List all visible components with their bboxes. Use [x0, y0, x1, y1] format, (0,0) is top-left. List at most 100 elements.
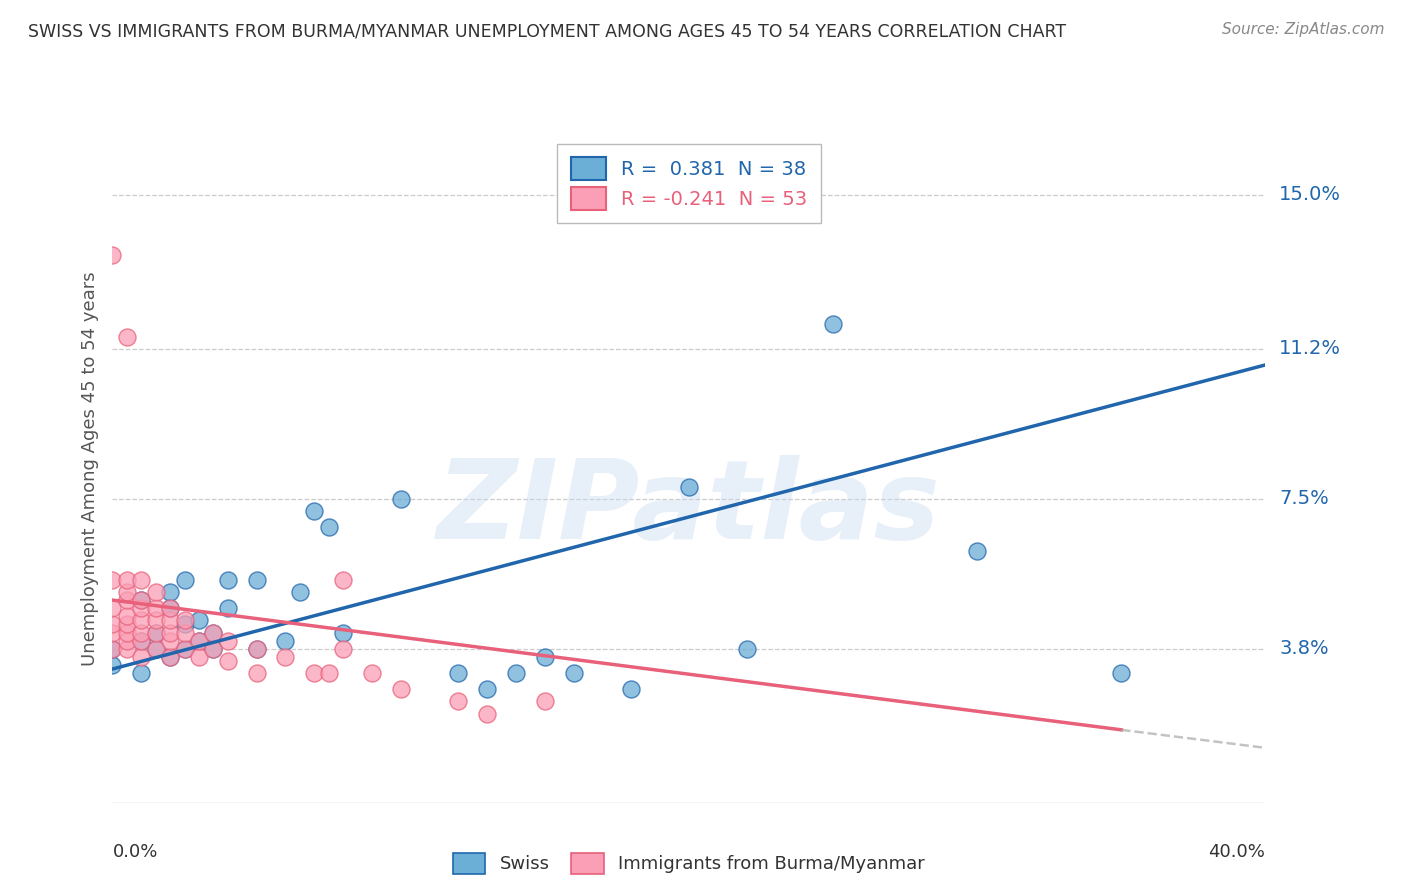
Point	[217, 654, 239, 668]
Point	[101, 657, 124, 672]
Point	[101, 601, 124, 615]
Point	[115, 617, 138, 632]
Point	[475, 682, 498, 697]
Point	[245, 641, 267, 656]
Point	[332, 641, 354, 656]
Point	[173, 641, 195, 656]
Point	[101, 641, 124, 656]
Point	[202, 625, 225, 640]
Point	[274, 649, 297, 664]
Point	[202, 625, 225, 640]
Point	[533, 694, 555, 708]
Point	[533, 649, 555, 664]
Point	[101, 573, 124, 587]
Point	[173, 625, 195, 640]
Point	[159, 585, 181, 599]
Text: 3.8%: 3.8%	[1279, 640, 1329, 658]
Point	[966, 544, 988, 558]
Point	[129, 601, 153, 615]
Point	[245, 666, 267, 681]
Point	[115, 573, 138, 587]
Point	[735, 641, 758, 656]
Text: ZIPatlas: ZIPatlas	[437, 455, 941, 562]
Point	[304, 504, 326, 518]
Point	[159, 625, 181, 640]
Point	[129, 613, 153, 627]
Point	[188, 613, 211, 627]
Point	[332, 573, 354, 587]
Point	[101, 248, 124, 262]
Point	[188, 633, 211, 648]
Point	[145, 625, 167, 640]
Point	[129, 633, 153, 648]
Point	[173, 641, 195, 656]
Point	[159, 649, 181, 664]
Text: Source: ZipAtlas.com: Source: ZipAtlas.com	[1222, 22, 1385, 37]
Point	[447, 694, 470, 708]
Point	[159, 601, 181, 615]
Point	[145, 641, 167, 656]
Text: 40.0%: 40.0%	[1209, 843, 1265, 861]
Point	[217, 633, 239, 648]
Point	[202, 641, 225, 656]
Point	[173, 613, 195, 627]
Point	[620, 682, 643, 697]
Point	[159, 613, 181, 627]
Point	[318, 666, 340, 681]
Point	[304, 666, 326, 681]
Point	[217, 601, 239, 615]
Point	[188, 649, 211, 664]
Point	[173, 617, 195, 632]
Point	[475, 706, 498, 721]
Point	[173, 573, 195, 587]
Point	[562, 666, 585, 681]
Point	[332, 625, 354, 640]
Y-axis label: Unemployment Among Ages 45 to 54 years: Unemployment Among Ages 45 to 54 years	[80, 271, 98, 665]
Point	[245, 641, 267, 656]
Point	[129, 625, 153, 640]
Point	[274, 633, 297, 648]
Point	[145, 585, 167, 599]
Point	[145, 641, 167, 656]
Point	[821, 318, 844, 332]
Point	[145, 613, 167, 627]
Point	[115, 625, 138, 640]
Point	[129, 633, 153, 648]
Point	[389, 491, 412, 506]
Point	[678, 479, 700, 493]
Point	[101, 617, 124, 632]
Point	[115, 609, 138, 624]
Text: SWISS VS IMMIGRANTS FROM BURMA/MYANMAR UNEMPLOYMENT AMONG AGES 45 TO 54 YEARS CO: SWISS VS IMMIGRANTS FROM BURMA/MYANMAR U…	[28, 22, 1066, 40]
Point	[145, 625, 167, 640]
Text: 11.2%: 11.2%	[1279, 339, 1341, 359]
Point	[447, 666, 470, 681]
Point	[115, 641, 138, 656]
Point	[101, 641, 124, 656]
Point	[288, 585, 311, 599]
Point	[129, 593, 153, 607]
Point	[318, 520, 340, 534]
Point	[159, 649, 181, 664]
Point	[505, 666, 527, 681]
Text: 7.5%: 7.5%	[1279, 489, 1329, 508]
Point	[202, 641, 225, 656]
Point	[129, 573, 153, 587]
Point	[115, 593, 138, 607]
Point	[245, 573, 267, 587]
Point	[129, 649, 153, 664]
Point	[115, 329, 138, 343]
Point	[129, 593, 153, 607]
Point	[159, 601, 181, 615]
Point	[188, 633, 211, 648]
Point	[389, 682, 412, 697]
Legend: Swiss, Immigrants from Burma/Myanmar: Swiss, Immigrants from Burma/Myanmar	[446, 846, 932, 880]
Point	[159, 633, 181, 648]
Text: 15.0%: 15.0%	[1279, 186, 1341, 204]
Point	[101, 625, 124, 640]
Point	[115, 633, 138, 648]
Point	[145, 601, 167, 615]
Text: 0.0%: 0.0%	[112, 843, 157, 861]
Point	[217, 573, 239, 587]
Point	[360, 666, 382, 681]
Point	[115, 585, 138, 599]
